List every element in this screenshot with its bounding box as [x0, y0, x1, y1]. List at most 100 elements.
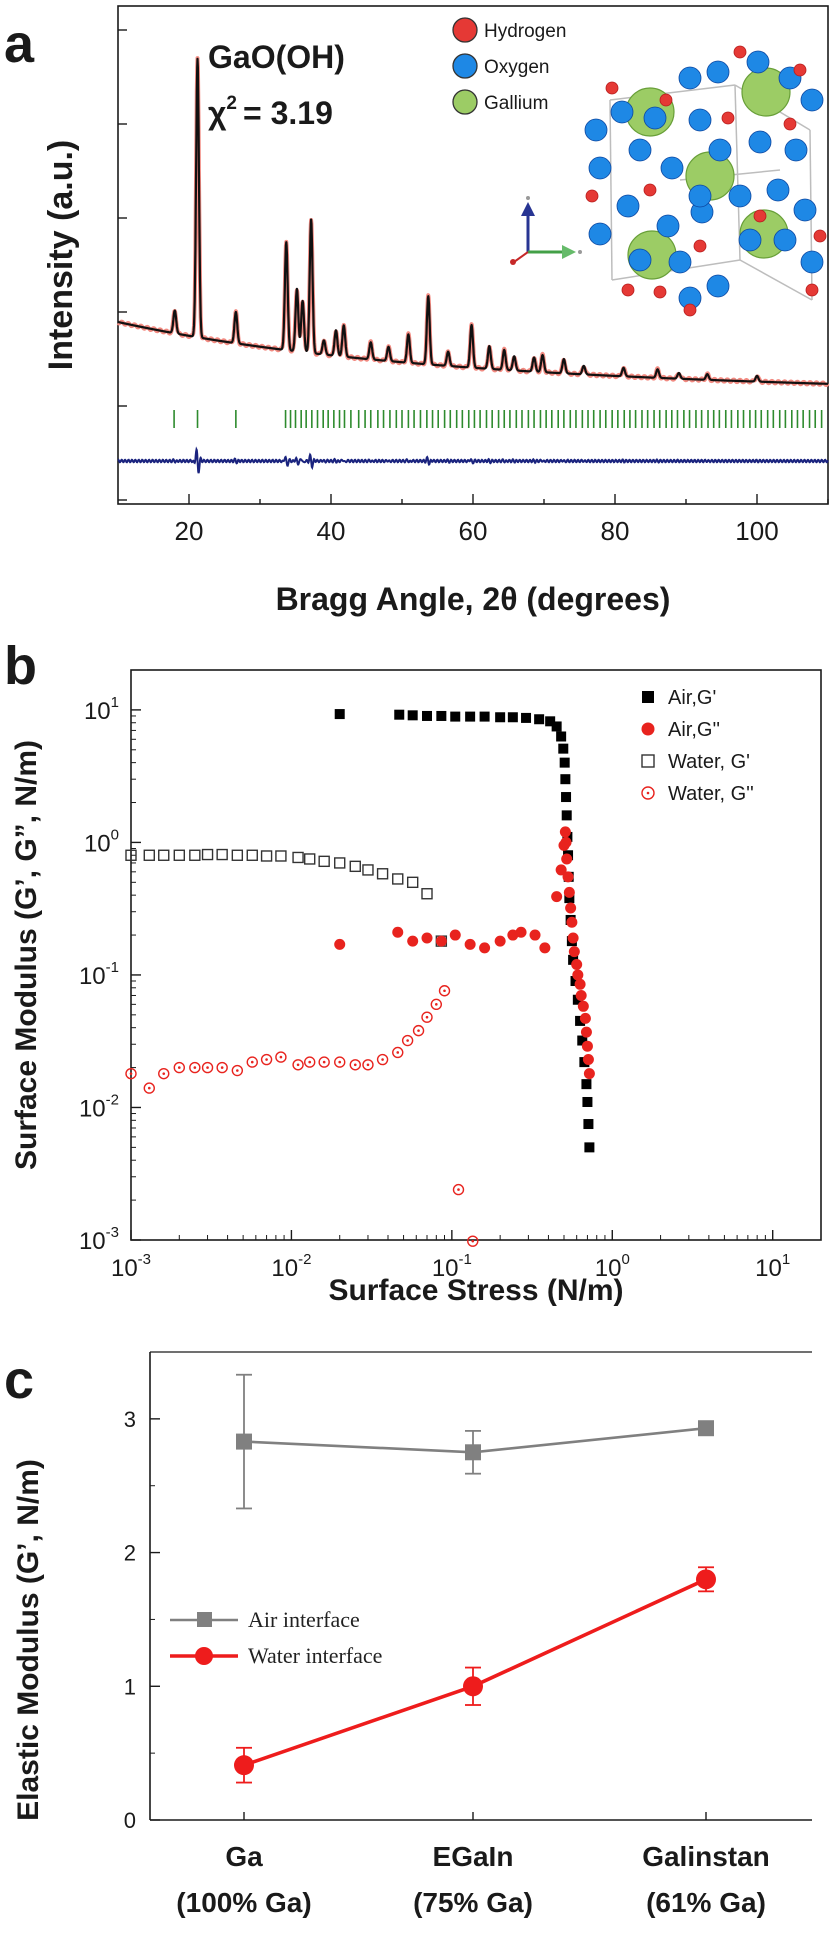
xrd-x-tick-label: 100: [735, 516, 778, 546]
modulus-legend: Air,G' Air,G'' Water, G' Water, G'': [641, 687, 754, 805]
modulus-x-tick-label: 100: [595, 1251, 630, 1282]
modulus-point: [436, 710, 447, 721]
modulus-point: [421, 1011, 433, 1023]
elastic-point: [236, 1433, 252, 1450]
chi-superscript: 2: [226, 93, 237, 114]
modulus-point: [571, 958, 583, 970]
modulus-point: [334, 857, 346, 869]
modulus-point: [334, 938, 346, 950]
elastic-legend-marker: [195, 1647, 213, 1665]
modulus-point: [566, 916, 578, 928]
elastic-point: [698, 1420, 714, 1437]
modulus-y-axis-label: Surface Modulus (G’, G”, N/m): [10, 740, 43, 1170]
calculated-pattern-line: [117, 57, 829, 385]
category-composition: (75% Ga): [413, 1887, 533, 1918]
modulus-point: [421, 932, 433, 944]
modulus-point: [246, 849, 258, 861]
modulus-point: [125, 1067, 137, 1080]
modulus-point: [430, 998, 443, 1011]
elastic-legend-label: Air interface: [248, 1607, 360, 1632]
modulus-point: [216, 1061, 228, 1074]
modulus-point: [275, 1051, 287, 1063]
modulus-point: [407, 935, 419, 947]
modulus-point: [406, 876, 419, 889]
modulus-point: [558, 743, 569, 754]
modulus-point: [231, 1064, 244, 1077]
modulus-axis-ticks: 10-3 10-2 10-1 100 101 10-3 10-2 10-1 100 101: [79, 669, 822, 1282]
modulus-point: [529, 929, 541, 941]
modulus-point: [561, 792, 572, 803]
modulus-point: [421, 888, 433, 900]
modulus-point: [412, 1024, 425, 1037]
modulus-point: [201, 848, 214, 861]
chi-value: = 3.19: [243, 95, 333, 131]
xrd-y-ticks: [118, 29, 127, 501]
modulus-point: [349, 860, 361, 873]
panel-letter-a: a: [4, 14, 35, 74]
modulus-point: [584, 1142, 595, 1153]
xrd-x-tick-label: 80: [601, 516, 630, 546]
legend-marker: [641, 722, 655, 736]
modulus-point: [231, 849, 244, 861]
modulus-point: [582, 1054, 594, 1066]
modulus-point: [583, 1119, 594, 1130]
atom-legend: Hydrogen Oxygen Gallium: [452, 17, 566, 115]
modulus-point: [275, 850, 287, 862]
modulus-point: [318, 855, 330, 868]
legend-atom-gallium: [452, 89, 478, 115]
modulus-x-tick-label: 10-2: [271, 1251, 311, 1282]
modulus-point: [438, 985, 451, 997]
elastic-legend-label: Water interface: [248, 1643, 382, 1668]
modulus-point: [494, 935, 506, 947]
modulus-point: [334, 1056, 346, 1068]
compound-label: GaO(OH): [208, 39, 345, 75]
xrd-y-axis-label: Intensity (a.u.): [42, 140, 80, 370]
modulus-x-tick-label: 10-3: [111, 1251, 151, 1282]
category-name: EGaIn: [433, 1841, 514, 1872]
modulus-point: [376, 868, 389, 880]
elastic-series-air: [236, 1373, 714, 1510]
modulus-point: [407, 710, 418, 721]
elastic-point: [696, 1569, 716, 1590]
modulus-point: [574, 978, 586, 990]
modulus-y-tick-label: 101: [84, 694, 119, 725]
modulus-point: [467, 1235, 479, 1247]
axis-triad-icon: [510, 196, 582, 265]
modulus-point: [173, 1061, 185, 1074]
modulus-point: [362, 864, 374, 876]
modulus-point: [189, 1061, 201, 1074]
elastic-legend: Air interface Water interface: [170, 1607, 382, 1668]
panel-c: c 0 1 2 3 Air interface Water interface Elas…: [4, 1350, 812, 1918]
modulus-point: [565, 902, 577, 914]
modulus-point: [479, 711, 490, 722]
modulus-point: [580, 1026, 592, 1038]
modulus-point: [376, 1053, 389, 1066]
crystal-structure-illustration: [584, 45, 827, 317]
legend-atom-hydrogen: [452, 17, 478, 43]
elastic-y-tick-label: 0: [124, 1808, 136, 1833]
modulus-point: [561, 810, 572, 821]
modulus-point: [568, 954, 579, 965]
modulus-point: [435, 935, 447, 947]
modulus-point: [292, 851, 304, 864]
modulus-point: [304, 853, 316, 865]
modulus-point: [318, 1056, 330, 1068]
modulus-point: [582, 1096, 593, 1107]
modulus-point: [559, 826, 571, 838]
modulus-legend-label: Air,G': [668, 687, 716, 709]
modulus-point: [260, 1053, 273, 1066]
modulus-point: [292, 1059, 304, 1071]
modulus-y-tick-label: 10-1: [79, 959, 119, 990]
modulus-y-tick-label: 100: [84, 826, 119, 857]
modulus-point: [260, 850, 273, 862]
modulus-point: [521, 712, 532, 723]
modulus-y-tick-label: 10-3: [79, 1224, 119, 1255]
modulus-point: [579, 1012, 591, 1024]
xrd-x-ticks: 20 40 60 80 100: [175, 494, 829, 546]
modulus-point: [392, 926, 404, 938]
modulus-point: [465, 711, 476, 722]
modulus-point: [507, 712, 518, 723]
category-name: Galinstan: [642, 1841, 770, 1872]
category-composition: (100% Ga): [176, 1887, 311, 1918]
